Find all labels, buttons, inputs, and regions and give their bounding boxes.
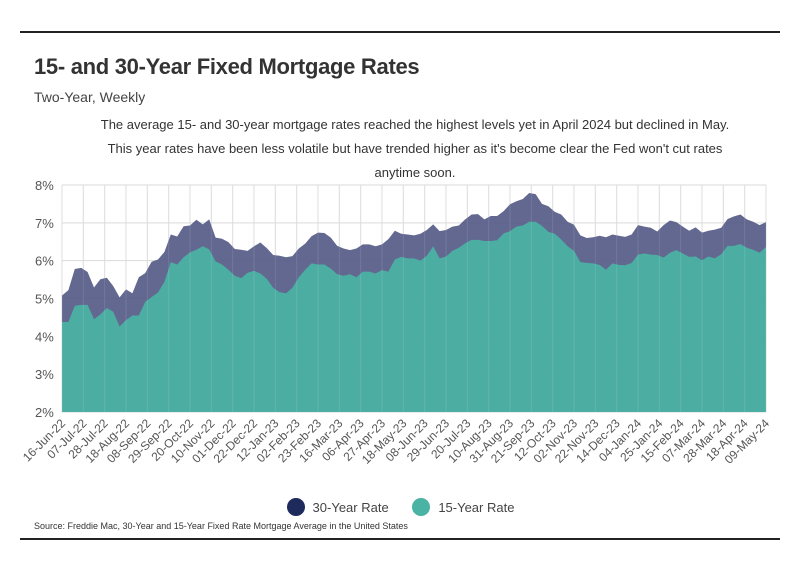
series-15-year-area [62, 221, 766, 412]
legend-item-15-year: 15-Year Rate [412, 498, 514, 516]
legend-swatch-30-year [286, 498, 305, 516]
chart-subtitle: Two-Year, Weekly [34, 89, 146, 105]
legend-label-15-year: 15-Year Rate [438, 499, 515, 515]
y-tick-label: 6% [35, 254, 54, 269]
source-note: Source: Freddie Mac, 30-Year and 15-Year… [34, 521, 408, 531]
legend-swatch-15-year [412, 498, 431, 516]
y-tick-label: 2% [35, 405, 54, 420]
y-tick-label: 7% [35, 216, 54, 231]
y-tick-label: 8% [35, 178, 54, 193]
chart-title: 15- and 30-Year Fixed Mortgage Rates [34, 54, 420, 79]
area-chart: 2%3%4%5%6%7%8%16-Jun-2207-Jul-2228-Jul-2… [20, 178, 772, 467]
legend: 30-Year Rate 15-Year Rate [0, 498, 801, 519]
chart-description: The average 15- and 30-year mortgage rat… [100, 117, 730, 180]
bottom-rule [20, 538, 780, 540]
legend-item-30-year: 30-Year Rate [286, 498, 389, 516]
y-tick-label: 3% [35, 367, 54, 382]
top-rule [20, 31, 780, 33]
y-tick-label: 4% [35, 329, 54, 344]
y-tick-label: 5% [35, 292, 54, 307]
legend-label-30-year: 30-Year Rate [312, 499, 389, 515]
